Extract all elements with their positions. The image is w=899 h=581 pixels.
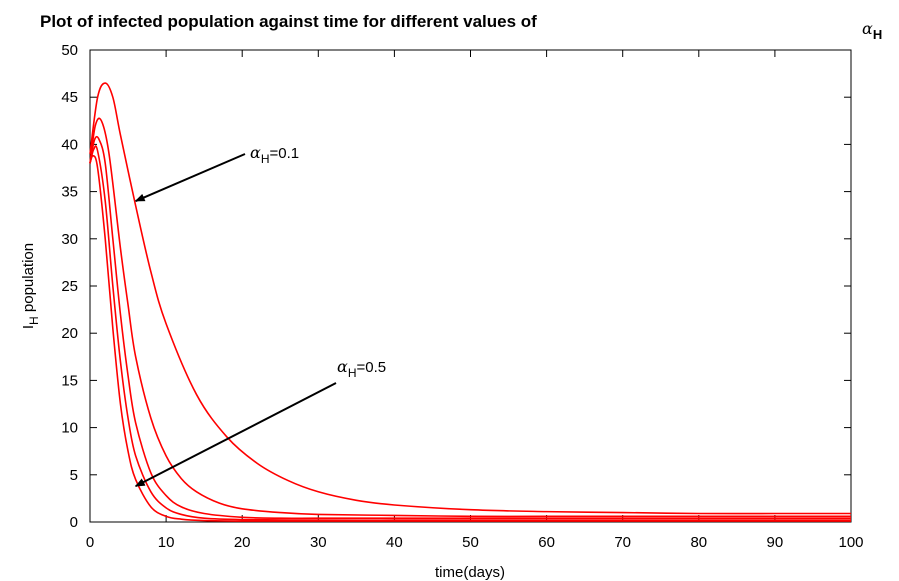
x-tick-label: 80 <box>690 534 707 551</box>
x-tick-label: 40 <box>386 534 403 551</box>
series-line-5 <box>89 154 851 522</box>
y-tick-label: 0 <box>70 514 78 531</box>
y-tick-label: 45 <box>61 89 78 106</box>
y-tick-label: 50 <box>61 42 78 59</box>
title-symbol: αH <box>862 19 882 42</box>
chart-title: Plot of infected population against time… <box>40 12 537 31</box>
y-tick-label: 30 <box>61 231 78 248</box>
x-tick-label: 0 <box>86 534 94 551</box>
x-tick-label: 100 <box>838 534 863 551</box>
x-tick-label: 90 <box>767 534 784 551</box>
y-tick-label: 40 <box>61 136 78 153</box>
svg-text:αH=0.1: αH=0.1 <box>250 143 299 166</box>
annotation-arrow-alpha-0.1 <box>134 153 246 202</box>
x-tick-label: 30 <box>310 534 327 551</box>
x-tick-label: 60 <box>538 534 555 551</box>
annotation-arrow-alpha-0.5 <box>134 382 337 488</box>
series-line-3 <box>89 135 851 520</box>
annotation-alpha-0.5: αH=0.5 <box>134 357 386 488</box>
y-tick-label: 5 <box>70 467 78 484</box>
y-tick-label: 35 <box>61 184 78 201</box>
svg-text:αH=0.5: αH=0.5 <box>337 357 386 380</box>
series-line-1 <box>89 82 851 515</box>
y-tick-label: 20 <box>61 325 78 342</box>
x-axis-label: time(days) <box>435 564 505 581</box>
axis-ticks: 0 10 20 30 40 50 60 70 80 90 100 0 5 10 15 20 25 30 35 40 45… <box>61 42 863 551</box>
y-axis-label: IH population <box>20 243 41 329</box>
x-tick-label: 70 <box>614 534 631 551</box>
y-tick-label: 25 <box>61 278 78 295</box>
series-group <box>89 82 851 522</box>
y-tick-label: 10 <box>61 420 78 437</box>
x-tick-label: 10 <box>158 534 175 551</box>
x-tick-label: 20 <box>234 534 251 551</box>
y-tick-label: 15 <box>61 372 78 389</box>
annotation-alpha-0.1: αH=0.1 <box>134 143 299 202</box>
series-line-4 <box>89 145 851 521</box>
series-line-2 <box>89 117 851 518</box>
x-tick-label: 50 <box>462 534 479 551</box>
